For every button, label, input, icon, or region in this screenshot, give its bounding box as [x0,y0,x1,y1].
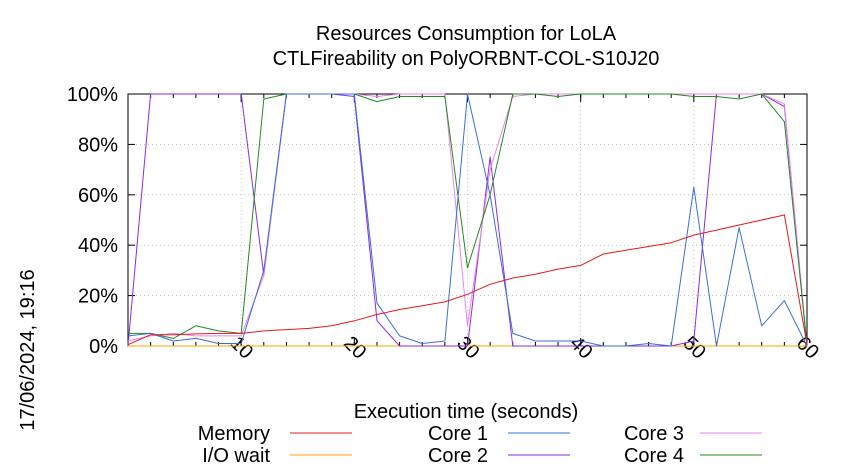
timestamp-label: 17/06/2024, 19:16 [17,269,39,430]
x-tick-label: 40 [565,332,596,363]
x-tick-label: 20 [339,332,370,363]
chart-subtitle: CTLFireability on PolyORBNT-COL-S10J20 [273,48,660,70]
chart-title: Resources Consumption for LoLA [316,23,617,45]
x-tick-label: 60 [792,332,823,363]
y-tick-label: 60% [78,185,118,207]
y-tick-label: 20% [78,286,118,308]
y-tick-label: 80% [78,134,118,156]
series-line-core-1 [127,93,808,347]
series-line-core-2 [127,93,808,347]
series-line-core-3 [127,93,808,347]
x-tick-label: 10 [226,332,257,363]
legend-label-core-2: Core 2 [428,445,488,467]
legend-label-i-o-wait: I/O wait [202,445,270,467]
legend-label-memory: Memory [198,423,270,445]
legend-label-core-1: Core 1 [428,423,488,445]
y-axis: 0% 20% 40% 60% 80% 100% [67,84,807,358]
legend-label-core-4: Core 4 [624,445,684,467]
y-tick-label: 40% [78,235,118,257]
legend-label-core-3: Core 3 [624,423,684,445]
series-lines [127,93,808,347]
series-line-memory [127,214,808,346]
y-tick-label: 0% [89,336,118,358]
x-tick-label: 30 [452,332,483,363]
x-axis-label: Execution time (seconds) [354,401,579,423]
y-tick-label: 100% [67,84,118,106]
